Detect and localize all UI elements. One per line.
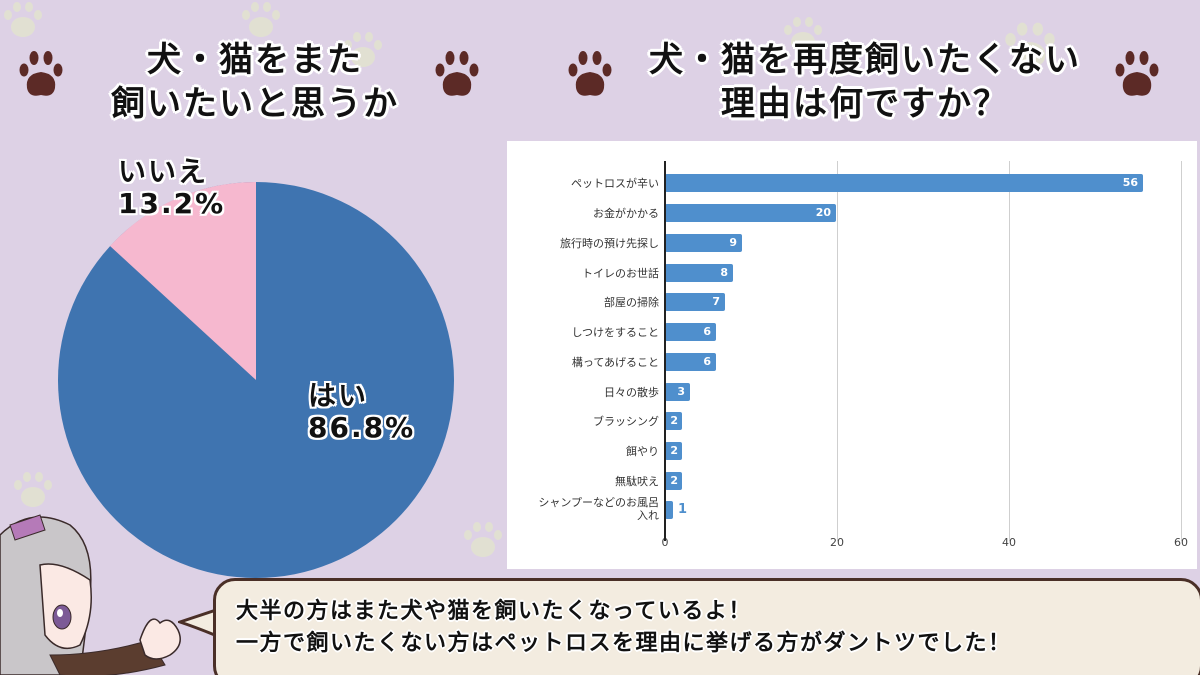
pie-title-line2: 飼いたいと思うか — [111, 84, 399, 124]
background-paw-icon — [14, 472, 52, 507]
pie-label-yes: はい 86.8% — [308, 380, 415, 444]
gridline-40 — [1009, 161, 1010, 541]
bar-value: 2 — [670, 444, 678, 457]
tick-label: 0 — [661, 536, 669, 549]
pie-label-no-text: いいえ — [118, 155, 209, 188]
bar-value: 2 — [670, 414, 678, 427]
bar: 9 — [665, 234, 742, 252]
character-illustration — [0, 514, 181, 675]
pie-label-no: いいえ 13.2% — [118, 156, 225, 220]
speech-line2: 一方で飼いたくない方はペットロスを理由に挙げる方がダントツでした！ — [236, 631, 1012, 656]
category-label: しつけをすること — [571, 326, 659, 339]
bar: 8 — [665, 264, 733, 282]
y-axis-line — [664, 161, 666, 541]
category-label: お金がかかる — [593, 207, 659, 220]
tick-label: 40 — [1002, 536, 1016, 549]
background-paw-icon — [242, 2, 280, 37]
category-label: ペットロスが辛い — [571, 177, 659, 190]
bar: 2 — [665, 472, 682, 490]
speech-bubble — [213, 578, 1200, 675]
category-label-line2: 入れ — [637, 509, 659, 522]
bar: 56 — [665, 174, 1143, 192]
bar-value: 6 — [703, 355, 711, 368]
bar-title-line1: 犬・猫を再度飼いたくない — [649, 40, 1081, 80]
bar-value: 56 — [1122, 176, 1138, 189]
gridline-60 — [1181, 161, 1182, 541]
speech-bubble-tail — [178, 606, 222, 640]
tick-label: 60 — [1174, 536, 1188, 549]
bar-value: 7 — [712, 295, 720, 308]
bar-chart-panel: 0 20 40 60 ペットロスが辛い 56 お金がかかる 20 旅行時の預け先… — [507, 141, 1197, 569]
category-label: 餌やり — [626, 445, 659, 458]
bar-value: 20 — [815, 206, 831, 219]
paw-icon — [1115, 51, 1159, 96]
background-paw-icon — [4, 2, 42, 37]
category-label: 無駄吠え — [615, 475, 659, 488]
bar: 2 — [665, 442, 682, 460]
speech-bubble-text: 大半の方はまた犬や猫を飼いたくなっているよ！ 一方で飼いたくない方はペットロスを… — [236, 596, 1012, 660]
pie-chart-title: 犬・猫をまた 飼いたいと思うか — [70, 38, 440, 126]
pie-label-yes-pct: 86.8% — [308, 411, 416, 444]
bar — [665, 501, 673, 519]
paw-icon — [19, 51, 63, 96]
bar: 2 — [665, 412, 682, 430]
bar: 6 — [665, 353, 716, 371]
bar-value: 1 — [678, 502, 688, 517]
category-label: シャンプーなどのお風呂 入れ — [538, 496, 659, 522]
category-label: 部屋の掃除 — [604, 296, 659, 309]
paw-icon — [435, 51, 479, 96]
paw-icon — [568, 51, 612, 96]
bar: 3 — [665, 383, 690, 401]
bar-value: 6 — [703, 325, 711, 338]
bar-chart-title: 犬・猫を再度飼いたくない 理由は何ですか？ — [610, 38, 1120, 126]
bar: 6 — [665, 323, 716, 341]
background-paw-icon — [1005, 22, 1055, 69]
background-paw-icon — [784, 17, 822, 52]
bar-value: 9 — [729, 236, 737, 249]
bar: 7 — [665, 293, 725, 311]
bar-value: 8 — [720, 266, 728, 279]
pie-slice-no — [110, 182, 256, 380]
pie-chart — [58, 182, 454, 578]
bar-value: 2 — [670, 474, 678, 487]
background-paw-icon — [344, 32, 382, 67]
bar-title-line2: 理由は何ですか？ — [721, 84, 1009, 124]
category-label: 構ってあげること — [571, 356, 659, 369]
bar: 20 — [665, 204, 836, 222]
category-label-line1: シャンプーなどのお風呂 — [538, 496, 659, 509]
gridline-20 — [837, 161, 838, 541]
bar-value: 3 — [677, 385, 685, 398]
pie-label-no-pct: 13.2% — [118, 187, 226, 220]
pie-title-line1: 犬・猫をまた — [147, 40, 363, 80]
tick-label: 20 — [830, 536, 844, 549]
pie-label-yes-text: はい — [308, 379, 369, 412]
category-label: 旅行時の預け先探し — [560, 237, 659, 250]
background-paw-icon — [464, 522, 502, 557]
category-label: ブラッシング — [593, 415, 659, 428]
speech-line1: 大半の方はまた犬や猫を飼いたくなっているよ！ — [236, 599, 752, 624]
category-label: トイレのお世話 — [582, 267, 659, 280]
category-label: 日々の散歩 — [604, 386, 659, 399]
